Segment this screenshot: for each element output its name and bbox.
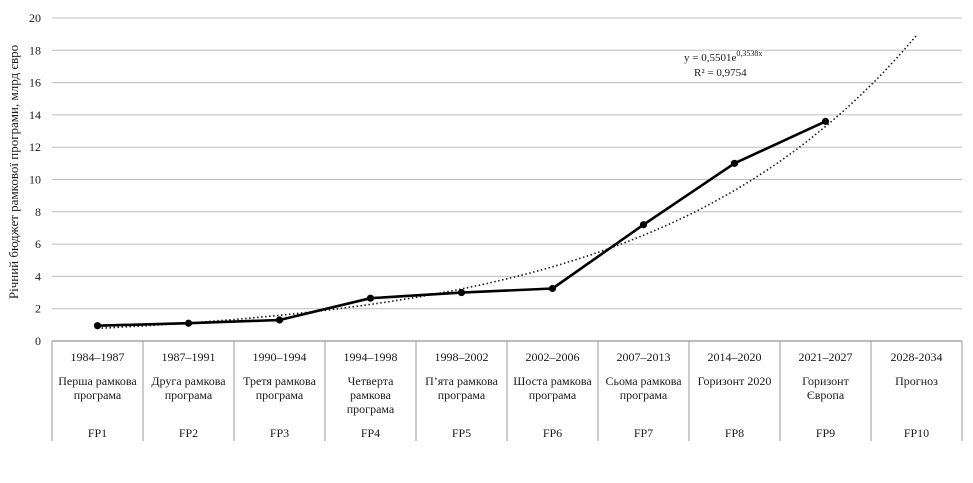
trendline <box>97 34 918 330</box>
trend-r2-text: R² = 0,9754 <box>694 67 747 79</box>
gridlines <box>52 17 962 342</box>
series-point <box>821 117 830 125</box>
category-name: Європа <box>807 388 845 402</box>
y-tick-label: 6 <box>35 237 41 251</box>
category-name: програма <box>620 388 668 402</box>
category-code: FP7 <box>634 426 653 440</box>
y-axis-ticks: 0 2 4 6 8 10 12 14 16 18 20 <box>29 11 41 348</box>
category-name: рамкова <box>350 388 392 402</box>
category-name: Перша рамкова <box>58 374 137 388</box>
category-code: FP3 <box>270 426 289 440</box>
trend-equation-text: y = 0,5501e0,3538x <box>684 49 762 64</box>
category-years: 2028-2034 <box>891 350 943 364</box>
category-code: FP1 <box>88 426 107 440</box>
trend-equation: y = 0,5501e0,3538x R² = 0,9754 <box>684 49 762 79</box>
category-years: 2021–2027 <box>799 350 853 364</box>
category-code: FP9 <box>816 426 835 440</box>
series-point <box>639 221 648 229</box>
y-tick-label: 20 <box>29 11 41 25</box>
category-code: FP6 <box>543 426 562 440</box>
category-name: Шоста рамкова <box>513 374 592 388</box>
series-point <box>366 294 375 302</box>
category-name: програма <box>256 388 304 402</box>
category-years: 1998–2002 <box>435 350 489 364</box>
trendline-path <box>97 34 918 330</box>
series-point <box>730 159 739 167</box>
category-years: 1984–1987 <box>71 350 125 364</box>
category-name: Третя рамкова <box>243 374 316 388</box>
category-years: 1994–1998 <box>344 350 398 364</box>
category-years: 1990–1994 <box>253 350 307 364</box>
category-name: Горизонт <box>802 374 849 388</box>
category-name: Четверта <box>348 374 395 388</box>
category-code: FP8 <box>725 426 744 440</box>
y-axis-label: Річний бюджет рамкової програми, млрд єв… <box>6 45 21 299</box>
y-tick-label: 2 <box>35 302 41 316</box>
y-tick-label: 4 <box>35 269 41 283</box>
category-code: FP2 <box>179 426 198 440</box>
category-name: програма <box>438 388 486 402</box>
y-tick-label: 18 <box>29 43 41 57</box>
category-name: програма <box>347 402 395 416</box>
category-years: 2007–2013 <box>617 350 671 364</box>
category-name: Друга рамкова <box>151 374 226 388</box>
y-tick-label: 0 <box>35 334 41 348</box>
category-years: 2002–2006 <box>526 350 580 364</box>
category-years: 1987–1991 <box>162 350 216 364</box>
category-name: програма <box>529 388 577 402</box>
series-point <box>548 284 557 293</box>
category-code: FP4 <box>361 426 380 440</box>
y-tick-label: 16 <box>29 76 41 90</box>
series-line <box>93 117 830 330</box>
y-tick-label: 8 <box>35 205 41 219</box>
y-tick-label: 12 <box>29 140 41 154</box>
category-name: Прогноз <box>895 374 938 388</box>
category-name: П’ята рамкова <box>425 374 499 388</box>
category-name: Сьома рамкова <box>605 374 682 388</box>
category-name: програма <box>74 388 122 402</box>
y-tick-label: 14 <box>29 108 41 122</box>
category-code: FP5 <box>452 426 471 440</box>
series-point <box>93 322 102 330</box>
series-point <box>275 316 284 324</box>
series-point <box>457 288 466 297</box>
series-point <box>184 319 193 327</box>
category-code: FP10 <box>904 426 929 440</box>
y-tick-label: 10 <box>29 173 41 187</box>
category-name: програма <box>165 388 213 402</box>
category-years: 2014–2020 <box>708 350 762 364</box>
category-name: Горизонт 2020 <box>698 374 772 388</box>
